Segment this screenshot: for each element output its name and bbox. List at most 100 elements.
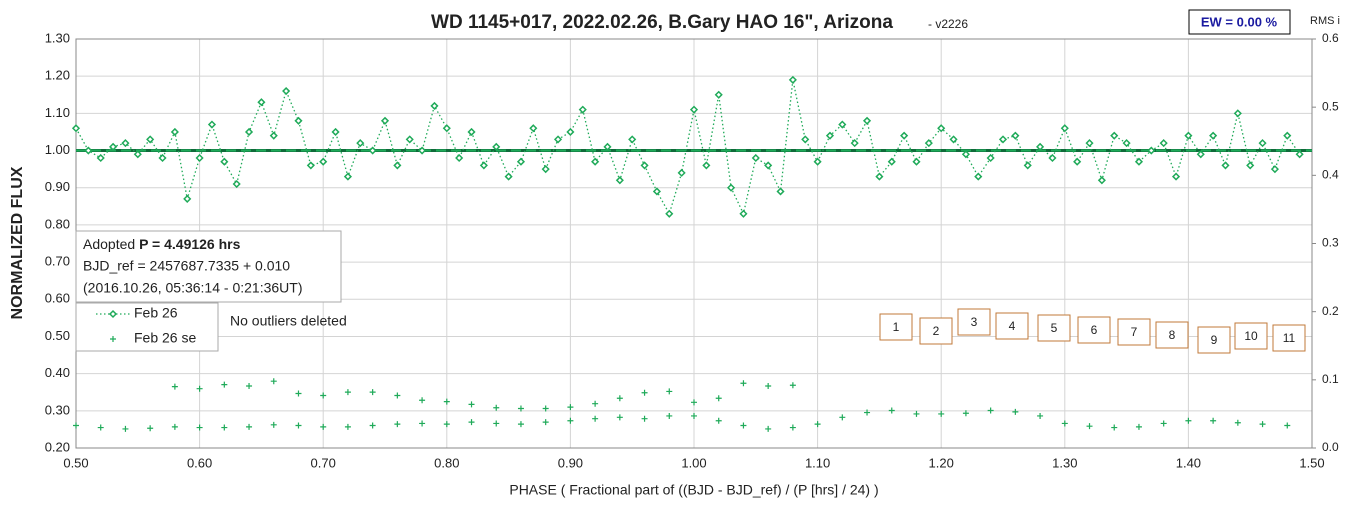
data-point — [221, 424, 228, 431]
data-point — [1135, 423, 1142, 430]
data-point — [727, 183, 736, 192]
data-point — [715, 395, 722, 402]
data-point — [1171, 172, 1181, 181]
data-point — [788, 75, 797, 84]
info-line: (2016.10.26, 05:36:14 - 0:21:36UT) — [83, 280, 302, 296]
segment-label: 2 — [933, 324, 940, 338]
data-point — [492, 142, 501, 151]
data-point — [591, 157, 600, 166]
x-tick-label: 0.50 — [63, 455, 88, 470]
info-box — [75, 230, 342, 303]
data-point — [430, 101, 439, 110]
segment-box — [919, 317, 953, 345]
data-point — [468, 401, 475, 408]
y-tick-label: 0.40 — [45, 365, 70, 380]
data-point — [1270, 165, 1279, 174]
data-point — [875, 172, 884, 181]
data-point — [677, 168, 686, 177]
data-point — [96, 153, 105, 163]
y-tick-label: 1.20 — [45, 68, 70, 83]
data-point — [183, 194, 192, 203]
data-point — [764, 161, 773, 170]
y2-tick-label: 0.5 — [1322, 99, 1339, 113]
data-point — [666, 412, 673, 419]
data-point — [1246, 161, 1255, 170]
y2-tick-label: 0.0 — [1322, 440, 1339, 454]
data-point — [986, 153, 995, 163]
data-point — [369, 422, 376, 429]
data-point — [949, 135, 958, 144]
data-point — [1258, 139, 1267, 148]
data-point — [542, 419, 549, 426]
data-point — [419, 420, 426, 427]
data-point — [122, 425, 129, 432]
data-point — [814, 421, 821, 428]
x-tick-label: 1.20 — [929, 455, 954, 470]
data-point — [566, 127, 575, 137]
data-point — [529, 124, 538, 133]
data-point — [1160, 420, 1167, 427]
y-tick-label: 0.50 — [45, 328, 70, 343]
data-point — [615, 176, 624, 185]
data-point — [974, 172, 983, 181]
data-point — [825, 131, 835, 140]
data-point — [1097, 176, 1106, 185]
x-tick-label: 1.00 — [681, 455, 706, 470]
y2-tick-label: 0.2 — [1322, 304, 1339, 318]
data-point — [1011, 131, 1020, 140]
data-point — [246, 423, 253, 430]
x-tick-label: 1.40 — [1176, 455, 1201, 470]
x-tick-label: 0.90 — [558, 455, 583, 470]
y-tick-label: 0.80 — [45, 216, 70, 231]
legend-marker — [108, 309, 118, 319]
y-tick-label: 0.30 — [45, 402, 70, 417]
y2-tick-label: 0.6 — [1322, 31, 1339, 45]
data-point — [504, 172, 513, 181]
data-point — [1073, 157, 1082, 166]
data-point — [1185, 417, 1192, 424]
data-point — [962, 410, 969, 417]
data-point — [146, 135, 155, 144]
data-point — [479, 161, 488, 170]
data-point — [567, 404, 574, 411]
data-point — [592, 415, 599, 422]
y2-tick-label: 0.4 — [1322, 168, 1339, 182]
data-point — [1012, 408, 1019, 415]
data-point — [862, 116, 872, 125]
data-point — [1147, 146, 1156, 155]
data-point — [666, 388, 673, 395]
data-point — [294, 116, 303, 125]
data-point — [344, 389, 351, 396]
data-point — [652, 187, 661, 196]
data-point — [640, 161, 649, 170]
data-point — [592, 400, 599, 407]
data-point — [443, 398, 450, 405]
segment-box — [1117, 318, 1151, 346]
segment-label: 10 — [1244, 329, 1258, 343]
data-point — [702, 161, 711, 170]
y2-axis-label: RMS i — [1310, 15, 1340, 27]
data-point — [1196, 150, 1205, 159]
x-tick-label: 1.30 — [1052, 455, 1077, 470]
chart-subtitle: - v2226 — [928, 17, 968, 31]
data-point — [838, 120, 847, 129]
x-tick-label: 0.80 — [434, 455, 459, 470]
data-point — [1134, 157, 1144, 166]
data-point — [443, 421, 450, 428]
data-point — [924, 139, 933, 148]
data-point — [1295, 150, 1304, 159]
data-point — [1259, 421, 1266, 428]
data-point — [1060, 124, 1069, 133]
data-point — [998, 135, 1008, 144]
data-point — [839, 414, 846, 421]
data-point — [665, 209, 674, 218]
data-point — [517, 405, 524, 412]
data-point — [987, 407, 994, 414]
info-line: Adopted P = 4.49126 hrs — [83, 236, 241, 252]
data-point — [913, 410, 920, 417]
data-point — [442, 124, 451, 133]
data-point — [282, 86, 291, 96]
data-point — [691, 399, 697, 406]
data-point — [369, 389, 376, 396]
data-point — [1159, 139, 1168, 148]
